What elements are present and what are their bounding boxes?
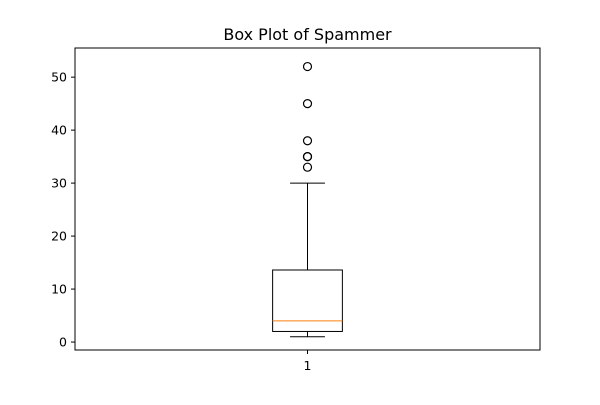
outlier-point-4 bbox=[302, 136, 313, 146]
plot-area: 0 10 20 30 40 50 1 bbox=[51, 47, 541, 373]
x-tick-label-1: 1 bbox=[304, 358, 312, 373]
y-tick-label-40: 40 bbox=[51, 123, 67, 138]
iqr-box bbox=[272, 269, 343, 332]
outlier-point-3 bbox=[302, 152, 313, 162]
outlier-point-5 bbox=[302, 99, 313, 109]
y-tick-label-20: 20 bbox=[51, 229, 67, 244]
y-tick-label-50: 50 bbox=[51, 70, 67, 85]
y-tick-label-10: 10 bbox=[51, 282, 67, 297]
y-tick-label-30: 30 bbox=[51, 176, 67, 191]
outlier-point-6 bbox=[302, 61, 313, 72]
chart-title: Box Plot of Spammer bbox=[223, 25, 392, 44]
outlier-point-1 bbox=[302, 162, 313, 172]
y-tick-label-0: 0 bbox=[59, 335, 67, 350]
